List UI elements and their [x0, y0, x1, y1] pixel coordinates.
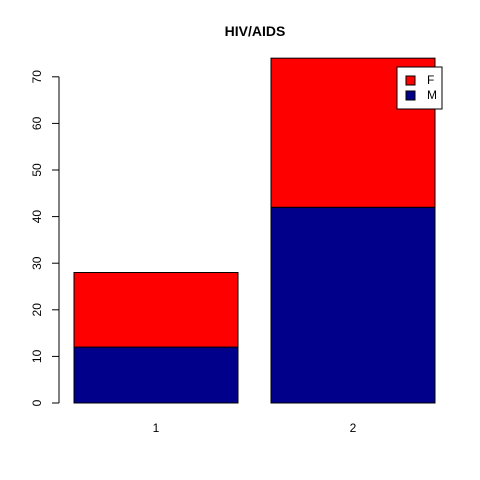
x-tick-label: 1 [153, 421, 160, 435]
legend-swatch-f [405, 75, 416, 86]
chart-title: HIV/AIDS [225, 23, 286, 39]
y-tick-label: 40 [30, 210, 44, 224]
y-tick-label: 10 [30, 349, 44, 363]
y-tick-label: 50 [30, 163, 44, 177]
y-tick-label: 30 [30, 256, 44, 270]
bars [73, 57, 436, 404]
bar-m-2 [270, 206, 436, 404]
legend-label-f: F [427, 73, 434, 87]
legend-label-m: M [427, 88, 437, 102]
y-tick-label: 60 [30, 116, 44, 130]
y-axis: 0 10 20 30 40 50 60 70 [30, 70, 60, 406]
legend-box [396, 66, 443, 110]
y-tick-label: 0 [30, 399, 44, 406]
x-tick-label: 2 [350, 421, 357, 435]
bar-f-1 [73, 272, 239, 348]
legend-swatch-m [405, 90, 416, 101]
y-tick-label: 70 [30, 70, 44, 84]
legend: FM [396, 66, 443, 110]
bar-m-1 [73, 346, 239, 404]
y-tick-label: 20 [30, 303, 44, 317]
